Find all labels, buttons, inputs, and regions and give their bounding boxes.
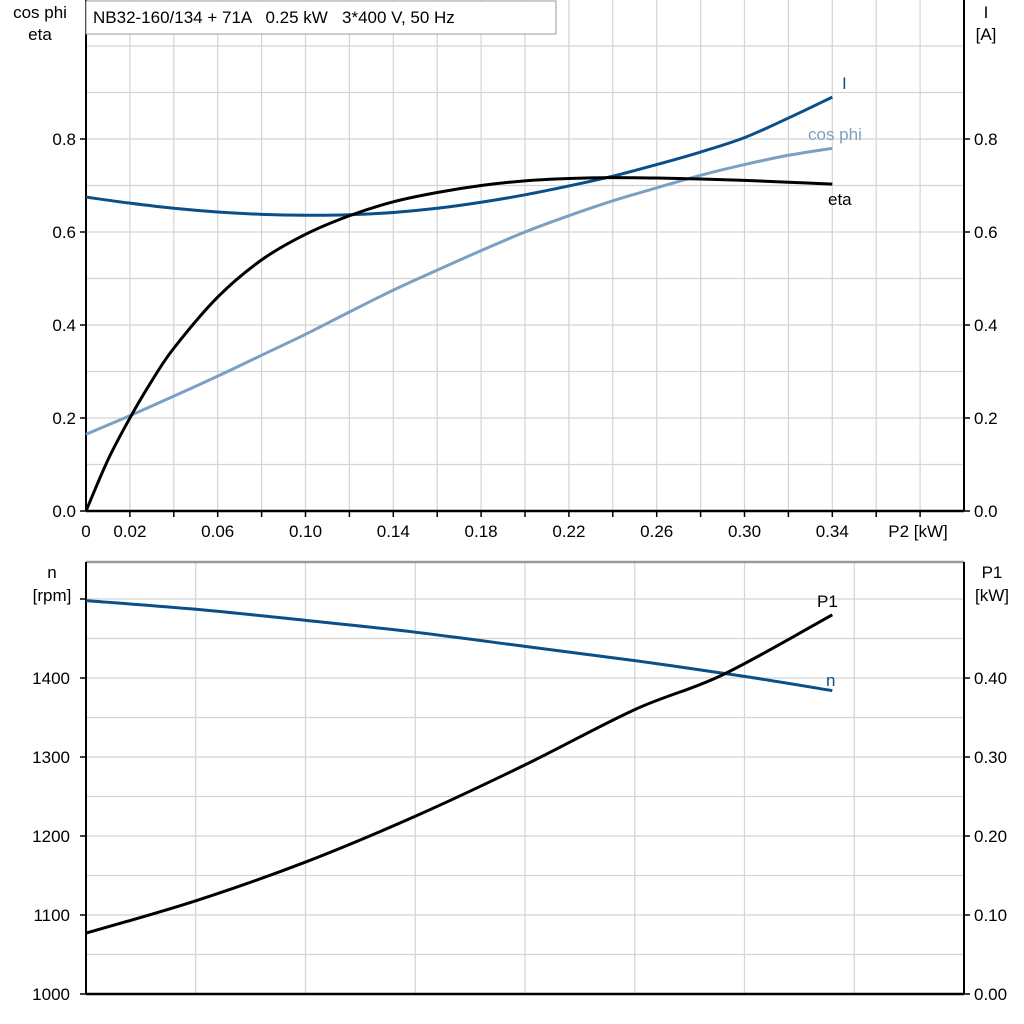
title-box bbox=[85, 0, 557, 35]
series-label: I bbox=[842, 74, 847, 93]
x-tick-label: 0.06 bbox=[201, 522, 234, 541]
y-tick-label-right: 0.0 bbox=[974, 502, 998, 521]
chart-title: NB32-160/134 + 71A 0.25 kW 3*400 V, 50 H… bbox=[93, 8, 455, 27]
series-label: P1 bbox=[817, 592, 838, 611]
y-tick-label-right: 0.4 bbox=[974, 316, 998, 335]
y-tick-label-right: 0.00 bbox=[974, 985, 1007, 1004]
y-axis-label-left: cos phi bbox=[13, 3, 67, 22]
y-tick-label-left: 0.8 bbox=[52, 130, 76, 149]
y-tick-label-left: 1000 bbox=[32, 985, 70, 1004]
x-tick-label: 0.02 bbox=[113, 522, 146, 541]
y-tick-label-left: 0.4 bbox=[52, 316, 76, 335]
y-tick-label-left: 0.2 bbox=[52, 409, 76, 428]
y-tick-label-right: 0.20 bbox=[974, 827, 1007, 846]
y-tick-label-left: 0.0 bbox=[52, 502, 76, 521]
series-label: eta bbox=[828, 190, 852, 209]
y-axis-label-right: I bbox=[984, 3, 989, 22]
x-tick-label: 0.26 bbox=[640, 522, 673, 541]
y-axis-label-left: n bbox=[47, 563, 56, 582]
y-tick-label-right: 0.6 bbox=[974, 223, 998, 242]
bottom-chart: 1000 0.00 1100 0.10 1200 0.20 1300 0.30 1400 0.40… bbox=[32, 560, 1009, 1004]
top-chart: 0 0.02 0.06 0.10 0.14 0.18 0.22 0.26 0.30 0.34 P2 … bbox=[13, 0, 998, 541]
x-tick-label: 0 bbox=[81, 522, 90, 541]
y-axis-label-left: [rpm] bbox=[33, 586, 72, 605]
x-tick-label: 0.30 bbox=[728, 522, 761, 541]
y-tick-label-right: 0.30 bbox=[974, 748, 1007, 767]
y-tick-label-left: 1100 bbox=[33, 906, 70, 925]
x-axis-label: P2 [kW] bbox=[888, 522, 948, 541]
y-axis-label-left: eta bbox=[28, 25, 52, 44]
y-tick-label-left: 0.6 bbox=[52, 223, 76, 242]
y-axis-label-right: [kW] bbox=[975, 586, 1009, 605]
series-label: cos phi bbox=[808, 125, 862, 144]
y-tick-label-right: 0.40 bbox=[974, 669, 1007, 688]
y-axis-label-right: P1 bbox=[982, 563, 1003, 582]
x-tick-label: 0.14 bbox=[377, 522, 410, 541]
series-line-eta bbox=[84, 176, 833, 512]
y-tick-label-left: 1200 bbox=[32, 827, 70, 846]
y-tick-label-right: 0.2 bbox=[974, 409, 998, 428]
series-line-cos-phi bbox=[85, 146, 833, 436]
x-tick-label: 0.34 bbox=[816, 522, 849, 541]
y-tick-label-left: 1300 bbox=[32, 748, 70, 767]
y-tick-label-left: 1400 bbox=[32, 669, 70, 688]
series-line-P1 bbox=[85, 613, 834, 935]
series-label: n bbox=[826, 671, 835, 690]
series-line-I bbox=[85, 95, 833, 217]
x-tick-label: 0.18 bbox=[465, 522, 498, 541]
y-tick-label-right: 0.10 bbox=[974, 906, 1007, 925]
x-tick-label: 0.22 bbox=[552, 522, 585, 541]
x-tick-label: 0.10 bbox=[289, 522, 322, 541]
y-tick-label-right: 0.8 bbox=[974, 130, 998, 149]
y-axis-label-right: [A] bbox=[976, 25, 997, 44]
